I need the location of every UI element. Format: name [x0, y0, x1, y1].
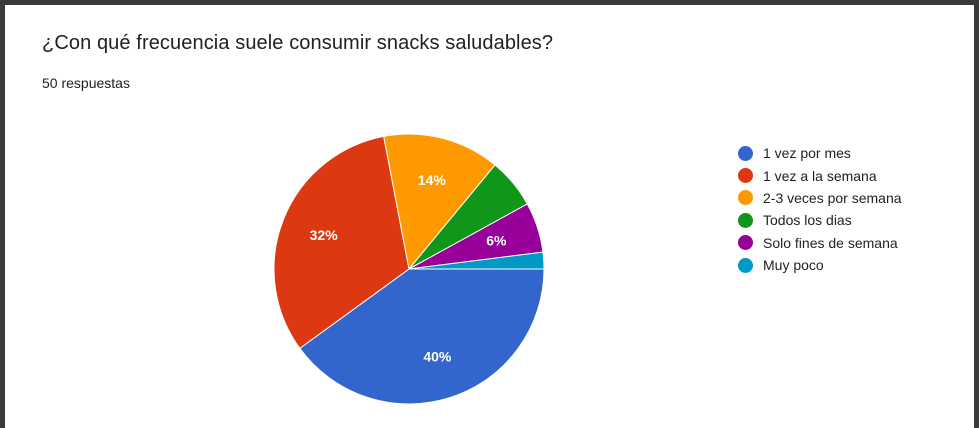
- pie-slice[interactable]: [299, 268, 545, 405]
- legend-item[interactable]: Todos los dias: [738, 209, 902, 231]
- legend-label: Muy poco: [763, 257, 824, 274]
- pie-data-label: 32%: [310, 227, 339, 243]
- pie-slice[interactable]: [273, 135, 410, 350]
- legend-item[interactable]: 2-3 veces por semana: [738, 187, 902, 209]
- chart-legend: 1 vez por mes 1 vez a la semana 2-3 vece…: [738, 142, 902, 276]
- legend-item[interactable]: Muy poco: [738, 254, 902, 276]
- question-title: ¿Con qué frecuencia suele consumir snack…: [42, 32, 554, 54]
- legend-label: 2-3 veces por semana: [763, 189, 902, 206]
- pie-slice[interactable]: [383, 133, 496, 271]
- legend-swatch: [738, 145, 753, 161]
- legend-item[interactable]: 1 vez por mes: [738, 142, 902, 164]
- legend-item[interactable]: 1 vez a la semana: [738, 164, 902, 186]
- legend-label: 1 vez a la semana: [763, 167, 877, 184]
- legend-label: Solo fines de semana: [763, 234, 898, 251]
- legend-swatch: [738, 235, 753, 251]
- legend-swatch: [738, 168, 753, 184]
- pie-data-label: 40%: [423, 348, 452, 364]
- response-count: 50 respuestas: [42, 75, 130, 91]
- legend-item[interactable]: Solo fines de semana: [738, 232, 902, 254]
- pie-data-label: 6%: [486, 233, 507, 249]
- pie-slice[interactable]: [408, 251, 545, 270]
- legend-label: 1 vez por mes: [763, 145, 851, 162]
- legend-swatch: [738, 212, 753, 228]
- pie-slices: [273, 133, 545, 405]
- legend-swatch: [738, 190, 753, 206]
- pie-data-label: 14%: [418, 172, 447, 188]
- legend-swatch: [738, 257, 753, 273]
- legend-label: Todos los dias: [763, 212, 852, 229]
- pie-data-labels: 40% 32% 14% 6%: [310, 172, 507, 364]
